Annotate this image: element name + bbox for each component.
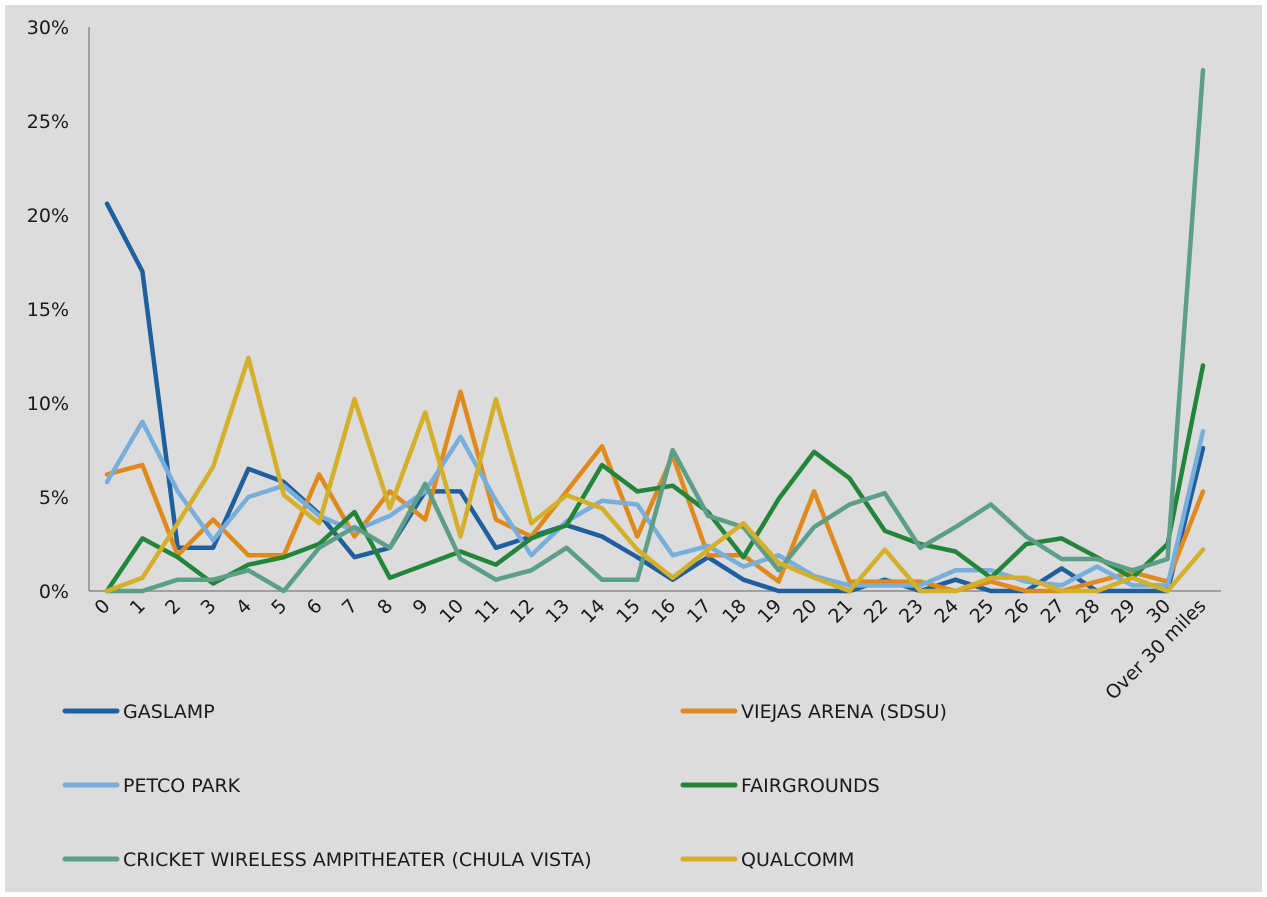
legend-item-petco-park: PETCO PARK (62, 775, 241, 797)
y-tick-label: 20% (27, 205, 69, 227)
y-tick-label: 10% (27, 393, 69, 415)
series-line-viejas-arena-sdsu (104, 389, 1206, 594)
x-tick-label: 20 (789, 595, 822, 628)
series-line-cricket-wireless-ampitheater-chula-vista (104, 67, 1206, 594)
x-tick-label: 19 (754, 595, 787, 628)
y-tick-label: 25% (27, 111, 69, 133)
x-tick-label: 23 (895, 595, 928, 628)
series-line-fairgrounds (104, 363, 1206, 594)
legend-label: VIEJAS ARENA (SDSU) (741, 701, 947, 723)
x-tick-label: 7 (338, 595, 362, 619)
chart-area: 0% 5% 10% 15% 20% 25% 30% 0 1 2 3 4 5 6 7 8 9 10 11 12 13 14… (5, 5, 1262, 892)
x-tick-label: 6 (303, 595, 327, 619)
x-tick-label: 4 (232, 595, 256, 619)
x-tick-label: 28 (1072, 595, 1105, 628)
x-tick-label: 26 (1001, 595, 1034, 628)
y-axis-ticks: 0% 5% 10% 15% 20% 25% 30% (27, 17, 69, 603)
x-tick-label: 22 (860, 595, 893, 628)
legend-item-qualcomm: QUALCOMM (680, 849, 854, 871)
legend-item-fairgrounds: FAIRGROUNDS (680, 775, 880, 797)
x-tick-label: 13 (541, 595, 574, 628)
x-tick-label: 18 (718, 595, 751, 628)
legend-item-gaslamp: GASLAMP (62, 701, 215, 723)
series-lines (104, 67, 1206, 594)
y-tick-label: 0% (39, 581, 69, 603)
x-tick-label: 25 (966, 595, 999, 628)
legend-label: QUALCOMM (741, 849, 854, 871)
y-tick-label: 15% (27, 299, 69, 321)
x-tick-label: 14 (577, 595, 610, 628)
x-tick-label: 8 (373, 595, 397, 619)
line-chart: 0%5%10%15%20%25%30% 0 1 2 3 4 5 6 7 8 9 10 11 12 13 14… (27, 17, 1221, 871)
legend-label: GASLAMP (123, 701, 215, 723)
y-tick-label: 30% (27, 17, 69, 39)
x-tick-label: 17 (683, 595, 716, 628)
legend-label: FAIRGROUNDS (741, 775, 880, 797)
legend-item-cricket-wireless-ampitheater-chula-vista: CRICKET WIRELESS AMPITHEATER (CHULA VIST… (62, 849, 592, 871)
x-tick-label: 27 (1036, 595, 1069, 628)
legend-label: CRICKET WIRELESS AMPITHEATER (CHULA VIST… (123, 849, 592, 871)
x-tick-label: 5 (267, 595, 291, 619)
x-tick-label: 1 (126, 595, 150, 619)
x-tick-label: 0 (90, 595, 114, 619)
legend: GASLAMP VIEJAS ARENA (SDSU) PETCO PARK FAIR… (62, 701, 947, 871)
x-tick-label: 9 (409, 595, 433, 619)
x-tick-label: 12 (506, 595, 539, 628)
legend-item-viejas-arena-sdsu: VIEJAS ARENA (SDSU) (680, 701, 947, 723)
x-tick-label: 2 (161, 595, 185, 619)
x-tick-label: 3 (196, 595, 220, 619)
x-tick-label: 11 (471, 595, 504, 628)
series-line-qualcomm (104, 355, 1206, 594)
x-axis-ticks: 0 1 2 3 4 5 6 7 8 9 10 11 12 13 14 15 16 17 18 19 20 21 22 23 24… (90, 595, 1210, 704)
x-tick-label: 24 (930, 595, 963, 628)
legend-label: PETCO PARK (123, 775, 241, 797)
x-tick-label: 29 (1107, 595, 1140, 628)
x-tick-label: 10 (435, 595, 468, 628)
x-tick-label: 21 (824, 595, 857, 628)
y-tick-label: 5% (39, 487, 69, 509)
x-tick-label: 16 (648, 595, 681, 628)
x-tick-label: 15 (612, 595, 645, 628)
